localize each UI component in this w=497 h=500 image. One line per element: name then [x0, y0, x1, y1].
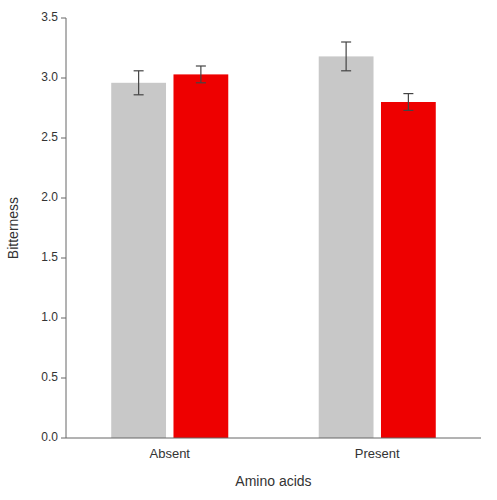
y-axis: 0.0 0.5 1.0 1.5 2.0 2.5 3.0 3.5 — [41, 10, 66, 444]
y-tick — [61, 18, 66, 19]
y-tick-label: 2.5 — [41, 130, 58, 144]
error-bar — [341, 42, 351, 71]
y-tick-label: 0.0 — [41, 430, 58, 444]
y-axis-line — [66, 18, 67, 438]
x-tick-label: Present — [355, 446, 400, 461]
chart: 0.0 0.5 1.0 1.5 2.0 2.5 3.0 3.5 Absent Present Ami… — [0, 0, 497, 500]
y-tick — [61, 438, 66, 439]
error-bar — [403, 94, 413, 111]
y-tick-label: 1.5 — [41, 250, 58, 264]
y-tick-label: 3.0 — [41, 70, 58, 84]
series — [173, 66, 435, 438]
bar — [173, 74, 228, 438]
y-tick — [61, 198, 66, 199]
y-tick-label: 2.0 — [41, 190, 58, 204]
series — [111, 42, 373, 438]
error-bar — [196, 66, 206, 83]
plot-area — [111, 42, 436, 438]
y-tick — [61, 138, 66, 139]
y-tick — [61, 78, 66, 79]
y-tick-label: 3.5 — [41, 10, 58, 24]
x-axis-label: Amino acids — [235, 473, 311, 489]
y-axis-label: Bitterness — [5, 197, 21, 259]
y-tick-label: 1.0 — [41, 310, 58, 324]
x-tick-label: Absent — [150, 446, 191, 461]
y-tick — [61, 318, 66, 319]
x-axis-line — [66, 438, 481, 439]
error-bar — [134, 71, 144, 95]
bar — [319, 56, 374, 438]
y-tick — [61, 378, 66, 379]
y-tick-label: 0.5 — [41, 370, 58, 384]
x-axis: Absent Present — [150, 446, 401, 461]
y-tick — [61, 258, 66, 259]
chart-container: 0.0 0.5 1.0 1.5 2.0 2.5 3.0 3.5 Absent Present Ami… — [0, 0, 497, 500]
bar — [111, 83, 166, 438]
bar — [381, 102, 436, 438]
